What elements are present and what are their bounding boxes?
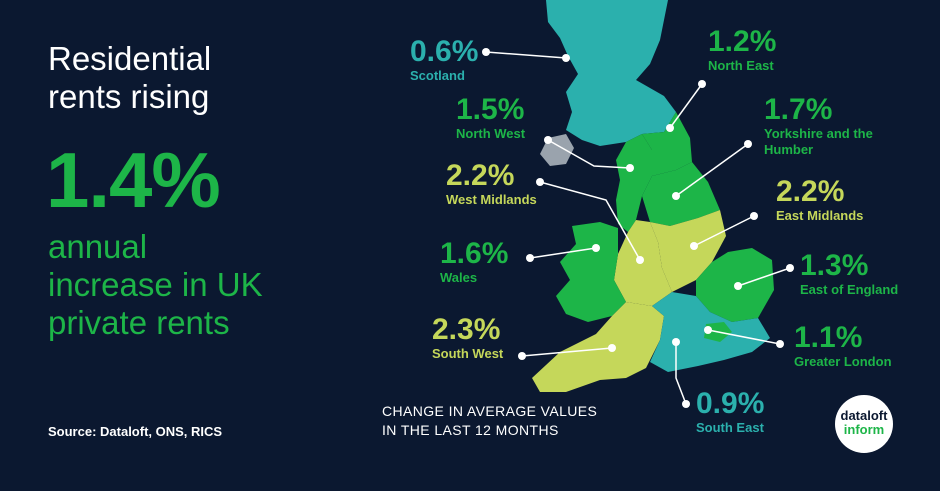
dot-yorkshire-region (672, 192, 680, 200)
leader-east-midlands (693, 215, 755, 247)
value-wales: 1.6% (440, 237, 509, 270)
label-north-west: 1.5% North West (456, 94, 525, 142)
name-yorkshire: Yorkshire and the Humber (764, 126, 873, 157)
leader-scotland (485, 51, 567, 59)
region-scotland (546, 0, 676, 146)
label-north-east: 1.2% North East (708, 26, 776, 74)
dot-north-west-label (544, 136, 552, 144)
subtext: annual increase in UK private rents (48, 228, 378, 342)
value-west-midlands: 2.2% (446, 159, 515, 192)
leader-west-midlands (539, 181, 641, 261)
region-north-east (642, 112, 692, 176)
label-east-of-england: 1.3% East of England (800, 250, 898, 298)
uk-annual-increase-value: 1.4% (46, 136, 221, 224)
headline: Residential rents rising (48, 40, 308, 116)
region-north-west (616, 134, 652, 232)
logo-line-2: inform (843, 422, 885, 437)
dot-wales-label (526, 254, 534, 262)
label-scotland: 0.6% Scotland (410, 36, 478, 84)
name-east-midlands: East Midlands (776, 208, 864, 223)
dot-south-west-label (518, 352, 526, 360)
leader-north-east (669, 83, 703, 129)
label-yorkshire: 1.7% Yorkshire and the Humber (764, 94, 894, 158)
caption-line-1: CHANGE IN AVERAGE VALUES (382, 403, 598, 419)
caption-line-2: IN THE LAST 12 MONTHS (382, 422, 559, 438)
dot-east-of-england-region (734, 282, 742, 290)
label-south-east: 0.9% South East (696, 388, 764, 436)
leader-east-of-england (737, 267, 791, 287)
leader-yorkshire (675, 143, 749, 197)
dot-south-east-label (682, 400, 690, 408)
dot-greater-london-label (776, 340, 784, 348)
dataloft-inform-logo: dataloft inform (835, 395, 893, 453)
dot-scotland-label (482, 48, 490, 56)
name-scotland: Scotland (410, 68, 465, 83)
label-greater-london: 1.1% Greater London (794, 322, 892, 370)
region-wales (556, 222, 626, 322)
leader-dots (482, 48, 794, 408)
dot-scotland-region (562, 54, 570, 62)
label-west-midlands: 2.2% West Midlands (446, 160, 537, 208)
leader-north-west (547, 139, 631, 169)
subtext-line-3: private rents (48, 304, 230, 341)
headline-line-1: Residential (48, 40, 212, 77)
value-scotland: 0.6% (410, 35, 479, 68)
value-south-east: 0.9% (696, 387, 765, 420)
label-south-west: 2.3% South West (432, 314, 503, 362)
value-north-east: 1.2% (708, 25, 777, 58)
value-east-of-england: 1.3% (800, 249, 869, 282)
region-west-midlands (614, 220, 672, 306)
value-east-midlands: 2.2% (776, 175, 845, 208)
region-south-west (532, 302, 664, 392)
source-note: Source: Dataloft, ONS, RICS (48, 424, 223, 439)
subtext-line-1: annual (48, 228, 148, 265)
name-west-midlands: West Midlands (446, 192, 537, 207)
value-south-west: 2.3% (432, 313, 501, 346)
value-yorkshire: 1.7% (764, 93, 833, 126)
dot-greater-london-region (704, 326, 712, 334)
dot-east-midlands-label (750, 212, 758, 220)
leader-lines (485, 51, 791, 405)
region-east-midlands (650, 210, 726, 292)
label-east-midlands: 2.2% East Midlands (776, 176, 863, 224)
headline-line-2: rents rising (48, 78, 210, 115)
name-south-east: South East (696, 420, 764, 435)
leader-south-west (521, 347, 613, 357)
map-caption: CHANGE IN AVERAGE VALUES IN THE LAST 12 … (382, 402, 597, 440)
name-east-of-england: East of England (800, 282, 899, 297)
dot-west-midlands-label (536, 178, 544, 186)
leader-south-east (675, 342, 687, 405)
dot-north-east-region (666, 124, 674, 132)
subtext-line-2: increase in UK (48, 266, 263, 303)
dot-south-west-region (608, 344, 616, 352)
dot-west-midlands-region (636, 256, 644, 264)
leader-greater-london (707, 329, 781, 345)
name-north-west: North West (456, 126, 526, 141)
name-north-east: North East (708, 58, 774, 73)
name-wales: Wales (440, 270, 478, 285)
label-wales: 1.6% Wales (440, 238, 508, 286)
dot-south-east-region (672, 338, 680, 346)
leader-wales (529, 247, 597, 259)
name-greater-london: Greater London (794, 354, 892, 369)
dot-north-east-label (698, 80, 706, 88)
dot-east-midlands-region (690, 242, 698, 250)
dot-east-of-england-label (786, 264, 794, 272)
value-north-west: 1.5% (456, 93, 525, 126)
logo-line-1: dataloft (840, 408, 888, 423)
name-south-west: South West (432, 346, 504, 361)
dot-wales-region (592, 244, 600, 252)
value-greater-london: 1.1% (794, 321, 863, 354)
dot-yorkshire-label (744, 140, 752, 148)
dot-north-west-region (626, 164, 634, 172)
